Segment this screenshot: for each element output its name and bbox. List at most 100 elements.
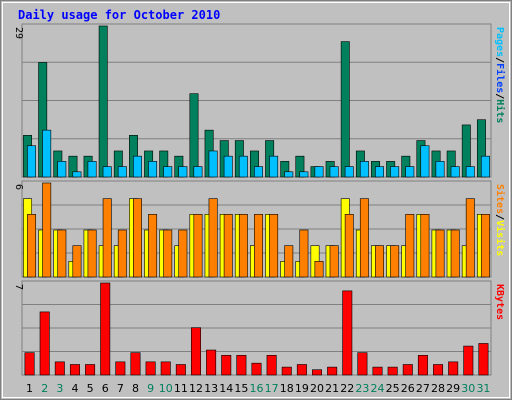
bar-sites-day-25	[390, 245, 400, 278]
x-tick-label-day-20: 20	[310, 382, 324, 395]
bar-pages-day-31	[480, 155, 490, 178]
x-tick-label-day-21: 21	[325, 382, 339, 395]
bar-pages-day-30	[465, 166, 475, 178]
bar-sites-day-26	[405, 214, 415, 278]
bar-kbytes-day-14	[221, 354, 232, 376]
bar-pages-day-25	[390, 166, 400, 178]
bar-kbytes-day-8	[130, 352, 141, 376]
x-tick-label-day-25: 25	[386, 382, 400, 395]
x-tick-label-day-16: 16	[250, 382, 264, 395]
legend-sites-visits: Sites/Visits	[494, 184, 506, 256]
bar-kbytes-day-28	[433, 364, 444, 376]
bar-sites-day-4	[72, 245, 82, 278]
bar-pages-day-26	[405, 166, 415, 178]
bar-kbytes-day-29	[448, 361, 459, 376]
bar-pages-day-11	[178, 166, 188, 178]
bar-sites-day-6	[102, 198, 112, 278]
bar-sites-day-13	[208, 198, 218, 278]
bar-pages-day-22	[344, 166, 354, 178]
legend-separator: /	[494, 57, 505, 63]
y-max-label: 6	[13, 184, 24, 190]
bar-sites-day-7	[117, 229, 127, 278]
bar-kbytes-day-1	[24, 352, 35, 376]
panel-kbytes: 7 KBytes	[13, 280, 505, 376]
x-tick-label-day-24: 24	[371, 382, 385, 395]
x-tick-label-day-29: 29	[446, 382, 460, 395]
x-tick-label-day-9: 9	[147, 382, 154, 395]
bar-sites-day-28	[435, 229, 445, 278]
bar-pages-day-2	[42, 129, 52, 178]
bar-pages-day-1	[27, 145, 37, 178]
y-max-label: 29	[13, 27, 24, 39]
bar-kbytes-day-15	[236, 354, 247, 376]
bar-pages-day-4	[72, 171, 82, 178]
bar-kbytes-day-24	[372, 366, 383, 376]
x-tick-label-day-15: 15	[234, 382, 248, 395]
bar-pages-day-5	[87, 161, 97, 178]
bar-pages-day-15	[238, 155, 248, 178]
bar-pages-day-19	[299, 171, 309, 178]
bar-pages-day-9	[148, 161, 158, 178]
bar-pages-day-16	[254, 166, 263, 178]
x-tick-label-day-27: 27	[416, 382, 430, 395]
bar-pages-day-13	[208, 150, 218, 178]
x-tick-label-day-6: 6	[102, 382, 109, 395]
x-tick-label-day-8: 8	[132, 382, 139, 395]
bar-sites-day-5	[87, 229, 97, 278]
bar-pages-day-18	[284, 171, 294, 178]
bar-hits-day-6	[98, 25, 108, 178]
bar-pages-day-14	[223, 155, 233, 178]
bar-kbytes-day-2	[39, 311, 50, 376]
x-tick-label-day-28: 28	[431, 382, 445, 395]
bar-pages-day-20	[314, 166, 324, 178]
bar-pages-day-27	[420, 145, 430, 178]
x-tick-label-day-23: 23	[355, 382, 369, 395]
bar-kbytes-day-16	[251, 362, 262, 376]
bar-sites-day-2	[42, 182, 52, 278]
bar-sites-day-24	[375, 245, 384, 278]
bar-kbytes-day-21	[327, 366, 338, 376]
bar-kbytes-day-20	[312, 369, 323, 376]
legend-entry-visits: Visits	[494, 220, 506, 256]
bar-kbytes-day-26	[402, 364, 413, 376]
bar-pages-day-8	[133, 155, 142, 178]
bar-sites-day-23	[359, 198, 369, 278]
x-tick-label-day-17: 17	[265, 382, 279, 395]
x-tick-label-day-7: 7	[117, 382, 124, 395]
bar-sites-day-18	[284, 245, 294, 278]
bar-hits-day-12	[189, 93, 199, 178]
bar-kbytes-day-10	[160, 361, 171, 376]
bar-kbytes-day-9	[145, 361, 156, 376]
bar-kbytes-day-6	[100, 282, 111, 376]
bar-pages-day-28	[435, 161, 445, 178]
bar-kbytes-day-25	[387, 366, 398, 376]
bar-kbytes-day-4	[69, 364, 80, 376]
bar-sites-day-1	[27, 214, 37, 278]
bar-pages-day-7	[117, 166, 127, 178]
bar-kbytes-day-22	[342, 290, 353, 376]
bar-sites-day-22	[344, 214, 354, 278]
bar-kbytes-day-3	[54, 361, 65, 376]
x-tick-label-day-26: 26	[401, 382, 415, 395]
legend-entry-sites: Sites	[494, 184, 506, 214]
bar-pages-day-3	[57, 161, 67, 178]
legend-separator: /	[494, 214, 505, 220]
bar-sites-day-16	[254, 214, 263, 278]
bar-sites-day-10	[163, 229, 173, 278]
x-tick-label-day-12: 12	[189, 382, 203, 395]
x-tick-label-day-13: 13	[204, 382, 218, 395]
bar-sites-day-15	[238, 214, 248, 278]
x-tick-label-day-30: 30	[461, 382, 475, 395]
bar-pages-day-10	[163, 166, 173, 178]
legend-separator: /	[494, 93, 505, 99]
bar-sites-day-17	[269, 214, 279, 278]
bar-sites-day-19	[299, 229, 309, 278]
bar-sites-day-29	[450, 229, 460, 278]
legend-kbytes: KBytes	[494, 284, 505, 320]
bar-sites-day-11	[178, 229, 188, 278]
bar-pages-day-24	[375, 166, 384, 178]
legend-entry-kbytes: KBytes	[494, 284, 505, 320]
bar-kbytes-day-13	[206, 349, 217, 376]
